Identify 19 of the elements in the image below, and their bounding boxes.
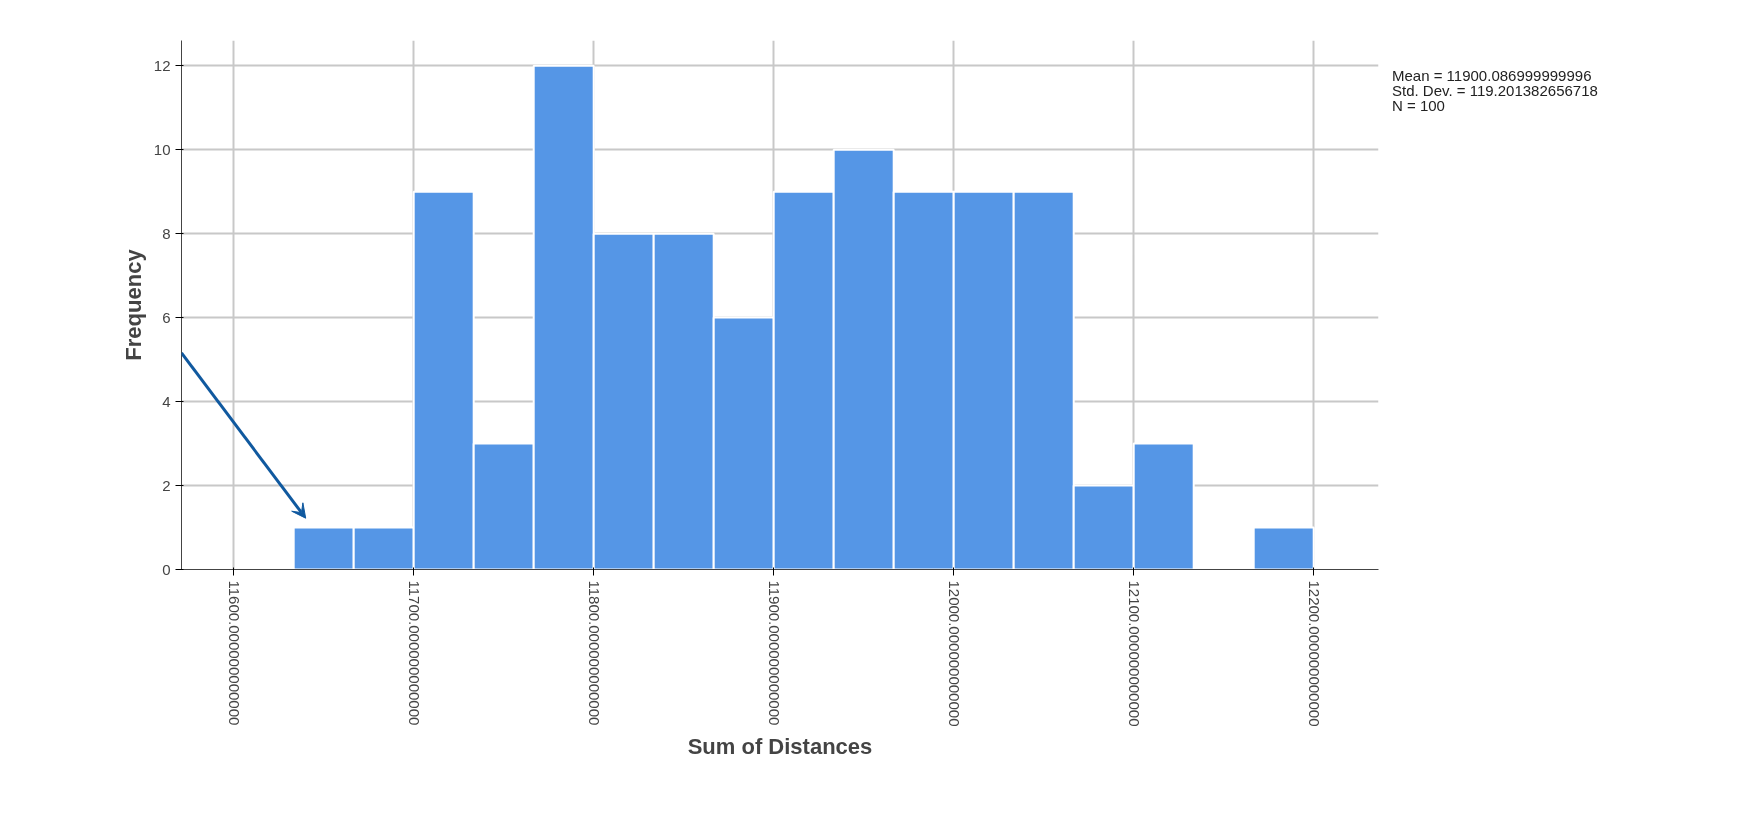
x-tick-label: 11900.000000000000 [765, 580, 783, 726]
y-tick-label: 8 [162, 224, 171, 242]
x-axis-title: Sum of Distances [687, 734, 873, 760]
text: N = 100 [1392, 97, 1445, 114]
x-tick-label: 12200.000000000000 [1305, 580, 1323, 727]
y-tick-label: 4 [162, 392, 171, 410]
x-tick-label: 11600.000000000000 [225, 580, 243, 726]
text: Mean = 11900.086999999996 [1392, 67, 1592, 84]
x-tick-label: 12000.000000000000 [945, 580, 963, 727]
x-tick-label: 11700.000000000000 [405, 580, 423, 726]
y-tick-label: 6 [162, 308, 171, 326]
x-tick-label: 11800.000000000000 [585, 580, 603, 726]
y-tick-label: 2 [162, 476, 171, 494]
y-axis-title: Frequency [120, 248, 146, 361]
y-tick-label: 12 [153, 56, 171, 74]
text: Std. Dev. = 119.201382656718 [1392, 82, 1598, 99]
y-tick-label: 10 [153, 140, 171, 158]
y-tick-label: 0 [162, 560, 171, 578]
x-tick-label: 12100.000000000000 [1125, 580, 1143, 727]
